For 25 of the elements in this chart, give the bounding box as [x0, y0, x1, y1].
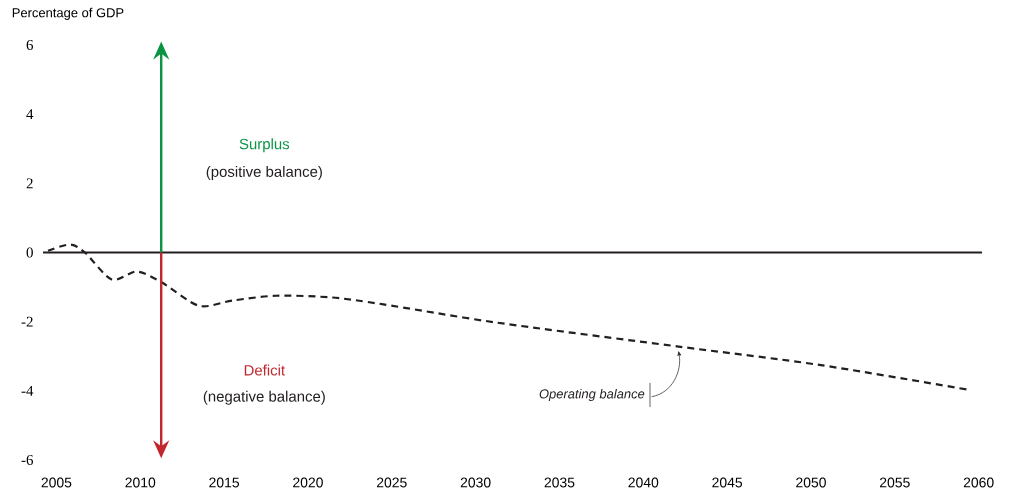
y-tick-label: -4 — [21, 385, 34, 396]
x-tick-label: 2055 — [880, 477, 910, 488]
y-tick-label: -6 — [21, 454, 34, 466]
x-tick-label: 2050 — [796, 477, 826, 488]
y-tick-label: 2 — [26, 178, 33, 189]
x-tick-label: 2015 — [209, 477, 240, 488]
x-tick-label: 2045 — [712, 477, 743, 488]
y-tick-label: -2 — [21, 316, 33, 327]
x-tick-label: 2005 — [41, 477, 72, 488]
y-tick-label: 6 — [26, 39, 34, 50]
x-tick-label: 2020 — [293, 477, 323, 488]
annotation: Operating balance — [539, 388, 645, 402]
annotation: Surplus — [239, 138, 290, 153]
x-tick-label: 2010 — [125, 477, 156, 488]
annotation: (positive balance) — [206, 165, 322, 180]
y-tick-label: 4 — [26, 109, 34, 120]
x-tick-label: 2025 — [376, 477, 407, 488]
annotation: (negative balance) — [203, 390, 325, 405]
x-tick-label: 2035 — [544, 477, 575, 488]
x-tick-label: 2040 — [628, 477, 659, 488]
y-tick-label: 0 — [26, 247, 33, 258]
annotation: Deficit — [244, 364, 285, 376]
y-axis-title: Percentage of GDP — [12, 7, 124, 20]
x-tick-label: 2060 — [963, 477, 994, 488]
x-tick-label: 2030 — [460, 477, 491, 488]
